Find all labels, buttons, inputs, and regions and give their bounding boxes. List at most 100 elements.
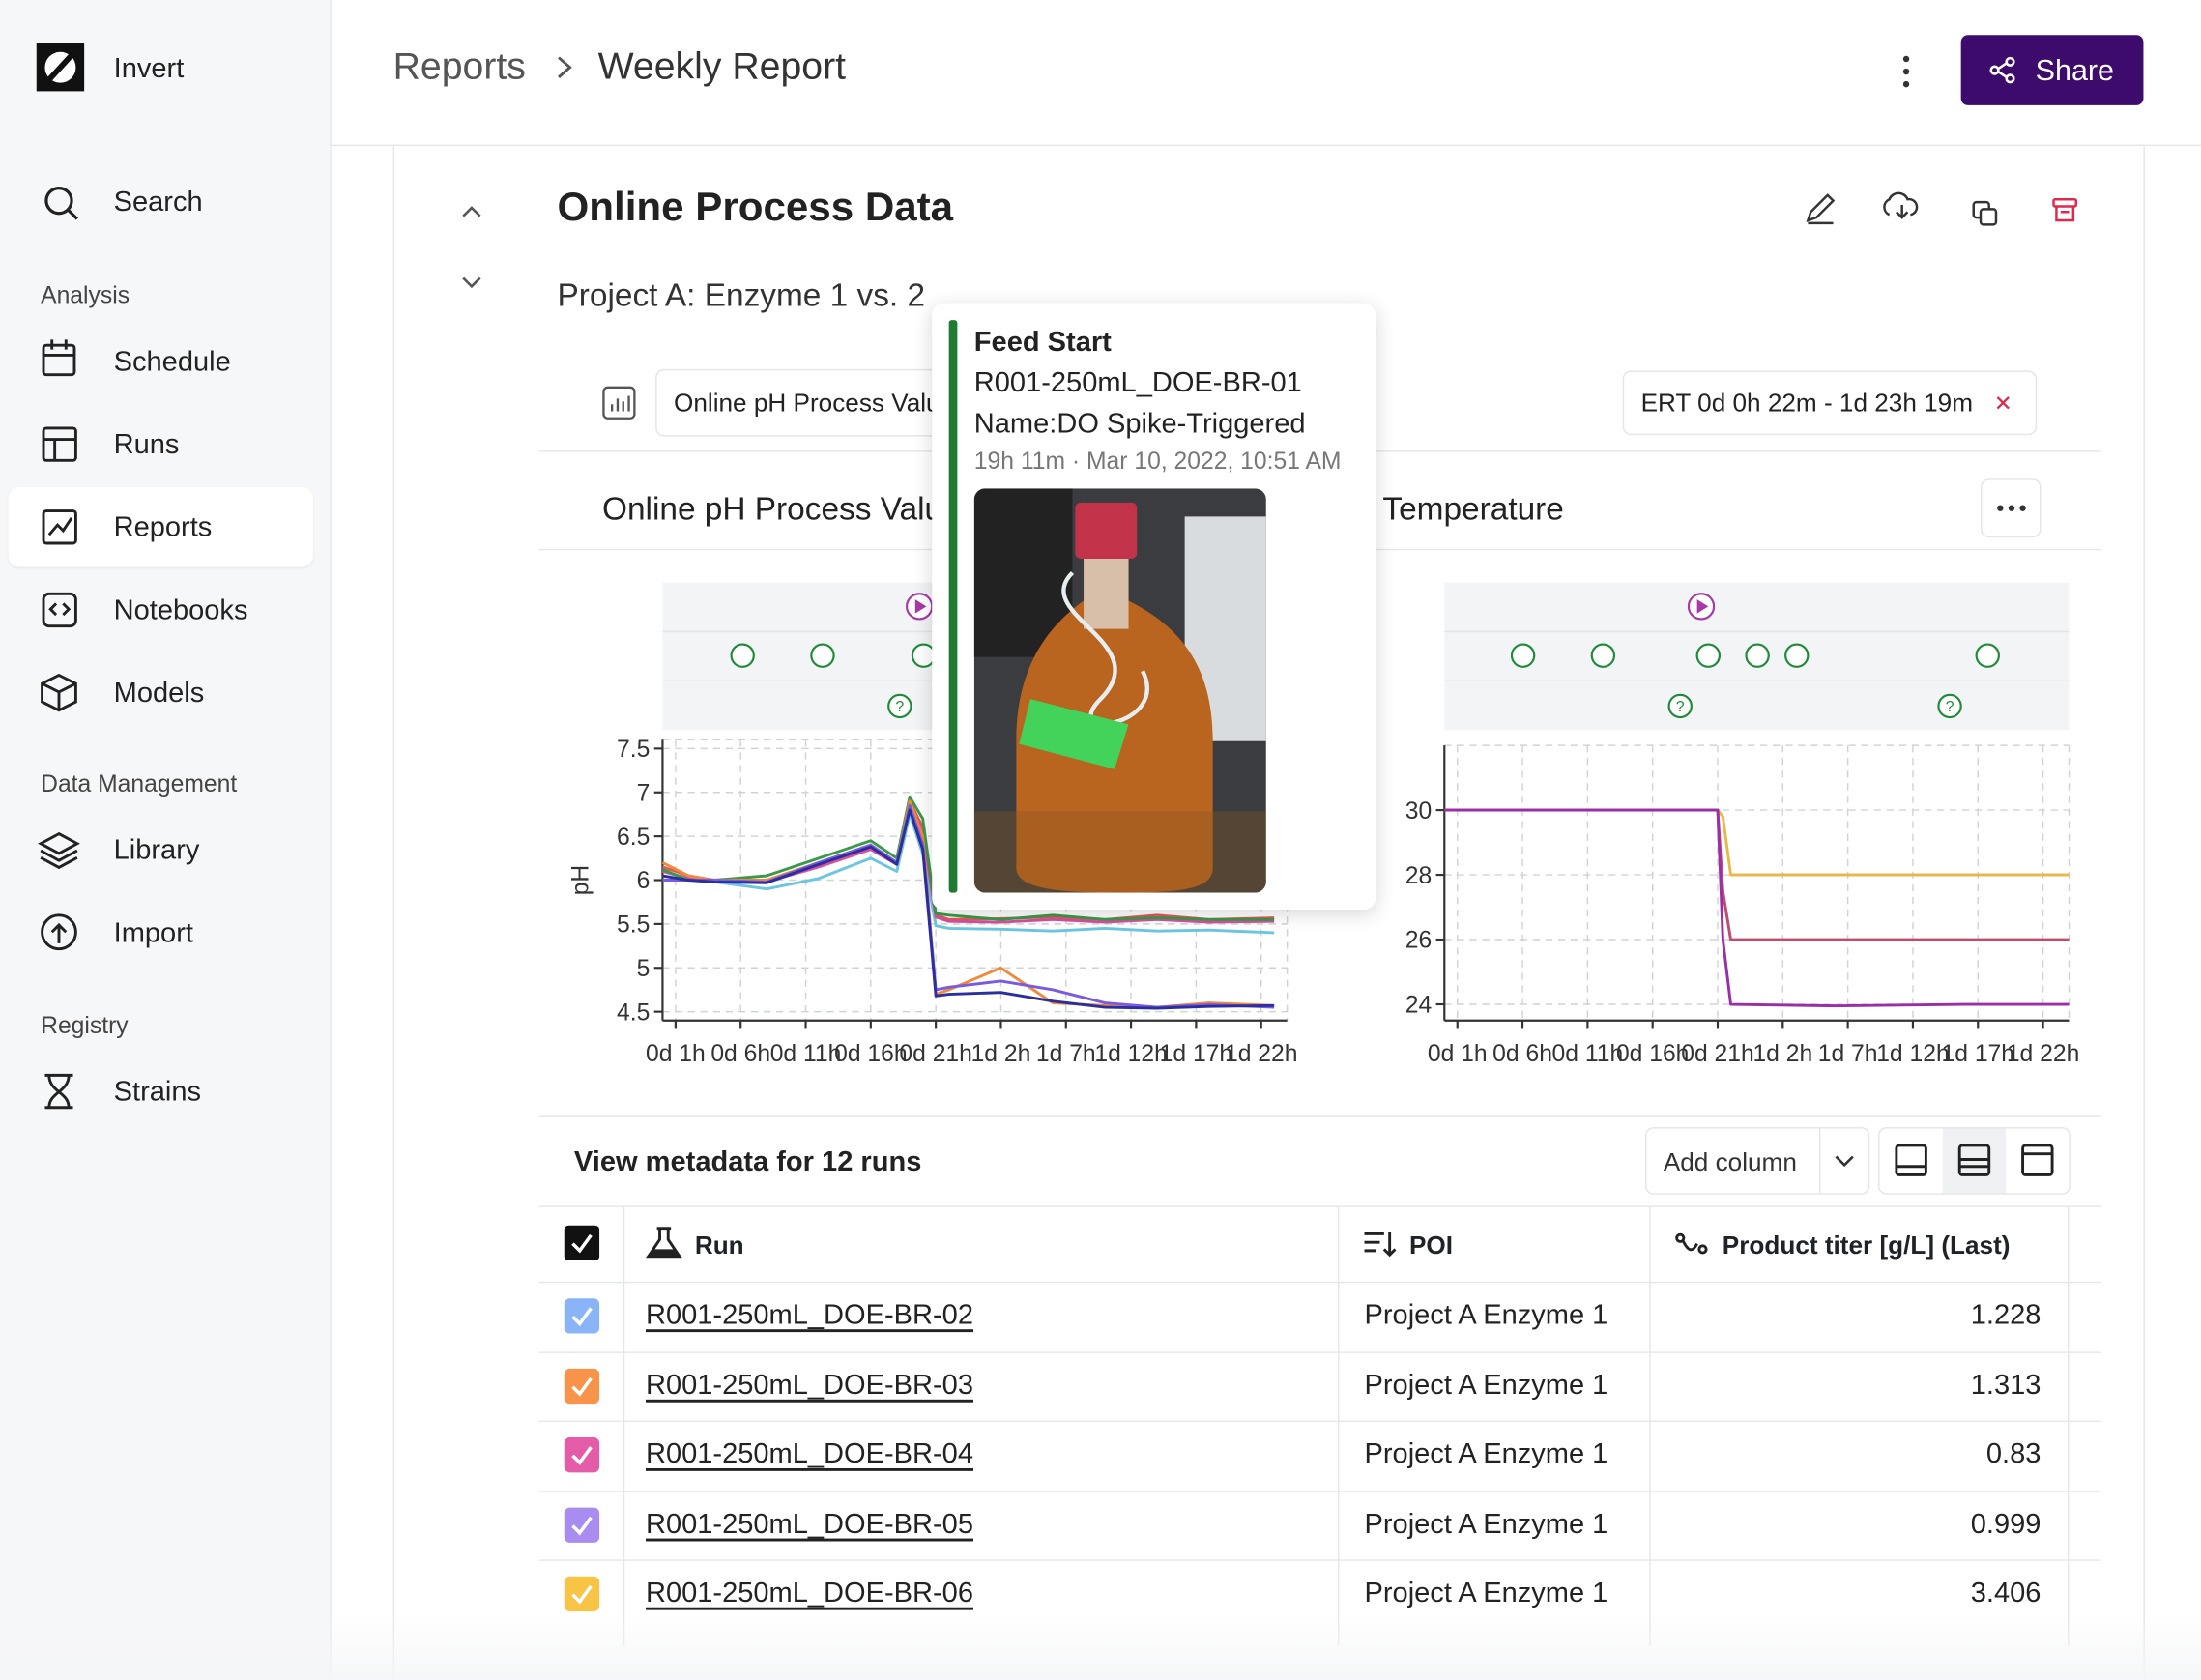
row-checkbox[interactable] — [564, 1437, 600, 1473]
column-header[interactable]: Product titer [g/L] (Last) — [1722, 1231, 2011, 1260]
breadcrumb-separator — [558, 56, 572, 78]
check — [571, 1584, 593, 1605]
nav-item[interactable]: Library — [113, 835, 200, 866]
titer-cell: 0.999 — [1970, 1508, 2042, 1540]
breadcrumb-current: Weekly Report — [597, 44, 847, 88]
svg-text:?: ? — [895, 699, 904, 715]
row-border — [538, 1559, 2101, 1561]
select-all[interactable] — [564, 1225, 600, 1261]
run-link[interactable]: R001-250mL_DOE-BR-06 — [645, 1578, 973, 1609]
nav-item[interactable]: Schedule — [113, 346, 231, 378]
nav-item[interactable]: Models — [113, 678, 205, 710]
check — [571, 1376, 593, 1396]
nav-item[interactable]: Strains — [113, 1076, 202, 1108]
row-checkbox[interactable] — [564, 1576, 600, 1612]
tooltip-time: 19h 11m · Mar 10, 2022, 10:51 AM — [973, 448, 1342, 475]
row-border — [538, 1281, 2101, 1284]
col-border — [623, 1206, 625, 1647]
column-header[interactable]: Run — [694, 1231, 744, 1260]
titer-cell: 1.228 — [1970, 1299, 2042, 1331]
add-column[interactable]: Add column — [1644, 1127, 1870, 1195]
panel-border — [2143, 144, 2145, 1680]
row-checkbox[interactable] — [564, 1506, 600, 1543]
poi-cell: Project A Enzyme 1 — [1364, 1578, 1608, 1609]
nav-item[interactable]: Runs — [113, 429, 180, 461]
chart-title: Online pH Process Values — [601, 489, 977, 527]
row-border — [538, 1351, 2101, 1353]
event-tooltip: Feed Start R001-250mL_DOE-BR-01 Name:DO … — [932, 303, 1376, 911]
row-border — [538, 1491, 2101, 1492]
header-border — [331, 144, 2201, 147]
col-border — [2068, 1206, 2070, 1647]
search-icon — [44, 186, 78, 220]
event-bar — [948, 320, 958, 893]
tooltip-run: R001-250mL_DOE-BR-01 — [973, 367, 1302, 399]
titer-cell: 3.406 — [1970, 1578, 2042, 1609]
nav-icons — [38, 339, 80, 1110]
row-checkbox[interactable] — [564, 1368, 600, 1404]
share-button[interactable]: Share — [1960, 35, 2144, 105]
check — [571, 1516, 593, 1535]
range-label: ERT 0d 0h 22m - 1d 23h 19m — [1640, 389, 1973, 418]
run-link[interactable]: R001-250mL_DOE-BR-04 — [645, 1438, 973, 1470]
poi-cell: Project A Enzyme 1 — [1364, 1508, 1608, 1540]
divider — [538, 1115, 2101, 1117]
chart-menu[interactable] — [1981, 478, 2042, 538]
run-icon — [645, 1227, 682, 1259]
dropdown-chevron — [1835, 1155, 1854, 1168]
breadcrumb-parent[interactable]: Reports — [392, 44, 526, 88]
nav-search[interactable]: Search — [113, 187, 203, 218]
bottom-fade — [0, 1613, 2201, 1680]
brand: Invert — [113, 53, 185, 85]
nav-item[interactable]: Notebooks — [113, 594, 248, 626]
more-menu[interactable] — [1895, 53, 1917, 90]
run-link[interactable]: R001-250mL_DOE-BR-03 — [645, 1369, 973, 1401]
nav-item[interactable]: Import — [113, 917, 193, 949]
range-clear[interactable] — [1995, 394, 2012, 411]
poi-cell: Project A Enzyme 1 — [1364, 1438, 1608, 1470]
event-photo — [973, 488, 1266, 893]
column-header[interactable]: POI — [1408, 1231, 1454, 1260]
run-link[interactable]: R001-250mL_DOE-BR-05 — [645, 1508, 973, 1540]
run-link[interactable]: R001-250mL_DOE-BR-02 — [645, 1299, 973, 1331]
col-border — [1337, 1206, 1340, 1647]
nav-item[interactable]: Reports — [113, 512, 213, 543]
panel-title: Online Process Data — [557, 185, 954, 231]
row-checkbox[interactable] — [564, 1298, 600, 1334]
range-filter[interactable]: ERT 0d 0h 22m - 1d 23h 19m — [1622, 370, 2038, 436]
row-border — [538, 1205, 2101, 1207]
table-title: View metadata for 12 runs — [573, 1146, 922, 1178]
panel-subtitle: Project A: Enzyme 1 vs. 2 — [557, 276, 926, 313]
density-toggle[interactable] — [1878, 1127, 2071, 1195]
svg-text:?: ? — [1946, 699, 1955, 715]
metric-select-label: Online pH Process Values — [674, 389, 968, 418]
dots — [1997, 505, 2026, 511]
share-label: Share — [2035, 54, 2115, 88]
check — [571, 1446, 593, 1465]
titer-cell: 0.83 — [1985, 1438, 2042, 1470]
row-border — [538, 1420, 2101, 1423]
poi-cell: Project A Enzyme 1 — [1364, 1369, 1608, 1401]
chart-icon — [602, 386, 636, 420]
density-icons — [1895, 1144, 2054, 1176]
check — [571, 1233, 593, 1254]
titer-cell: 1.313 — [1970, 1369, 2042, 1401]
svg-text:?: ? — [1676, 699, 1685, 715]
poi-icon — [1364, 1232, 1397, 1258]
titer-icon — [1675, 1232, 1708, 1255]
split — [1819, 1128, 1821, 1194]
panel-actions[interactable] — [1797, 187, 2092, 231]
poi-cell: Project A Enzyme 1 — [1364, 1299, 1608, 1331]
section-heading: Analysis — [41, 281, 130, 309]
tooltip-name: Name:DO Spike-Triggered — [973, 408, 1306, 440]
logo — [36, 43, 85, 92]
col-border — [1649, 1206, 1651, 1647]
collapse-controls[interactable] — [457, 196, 485, 295]
add-column-label: Add column — [1663, 1147, 1797, 1176]
tooltip-title: Feed Start — [973, 327, 1112, 359]
section-heading: Registry — [41, 1012, 129, 1039]
share-icon — [1989, 56, 2015, 84]
